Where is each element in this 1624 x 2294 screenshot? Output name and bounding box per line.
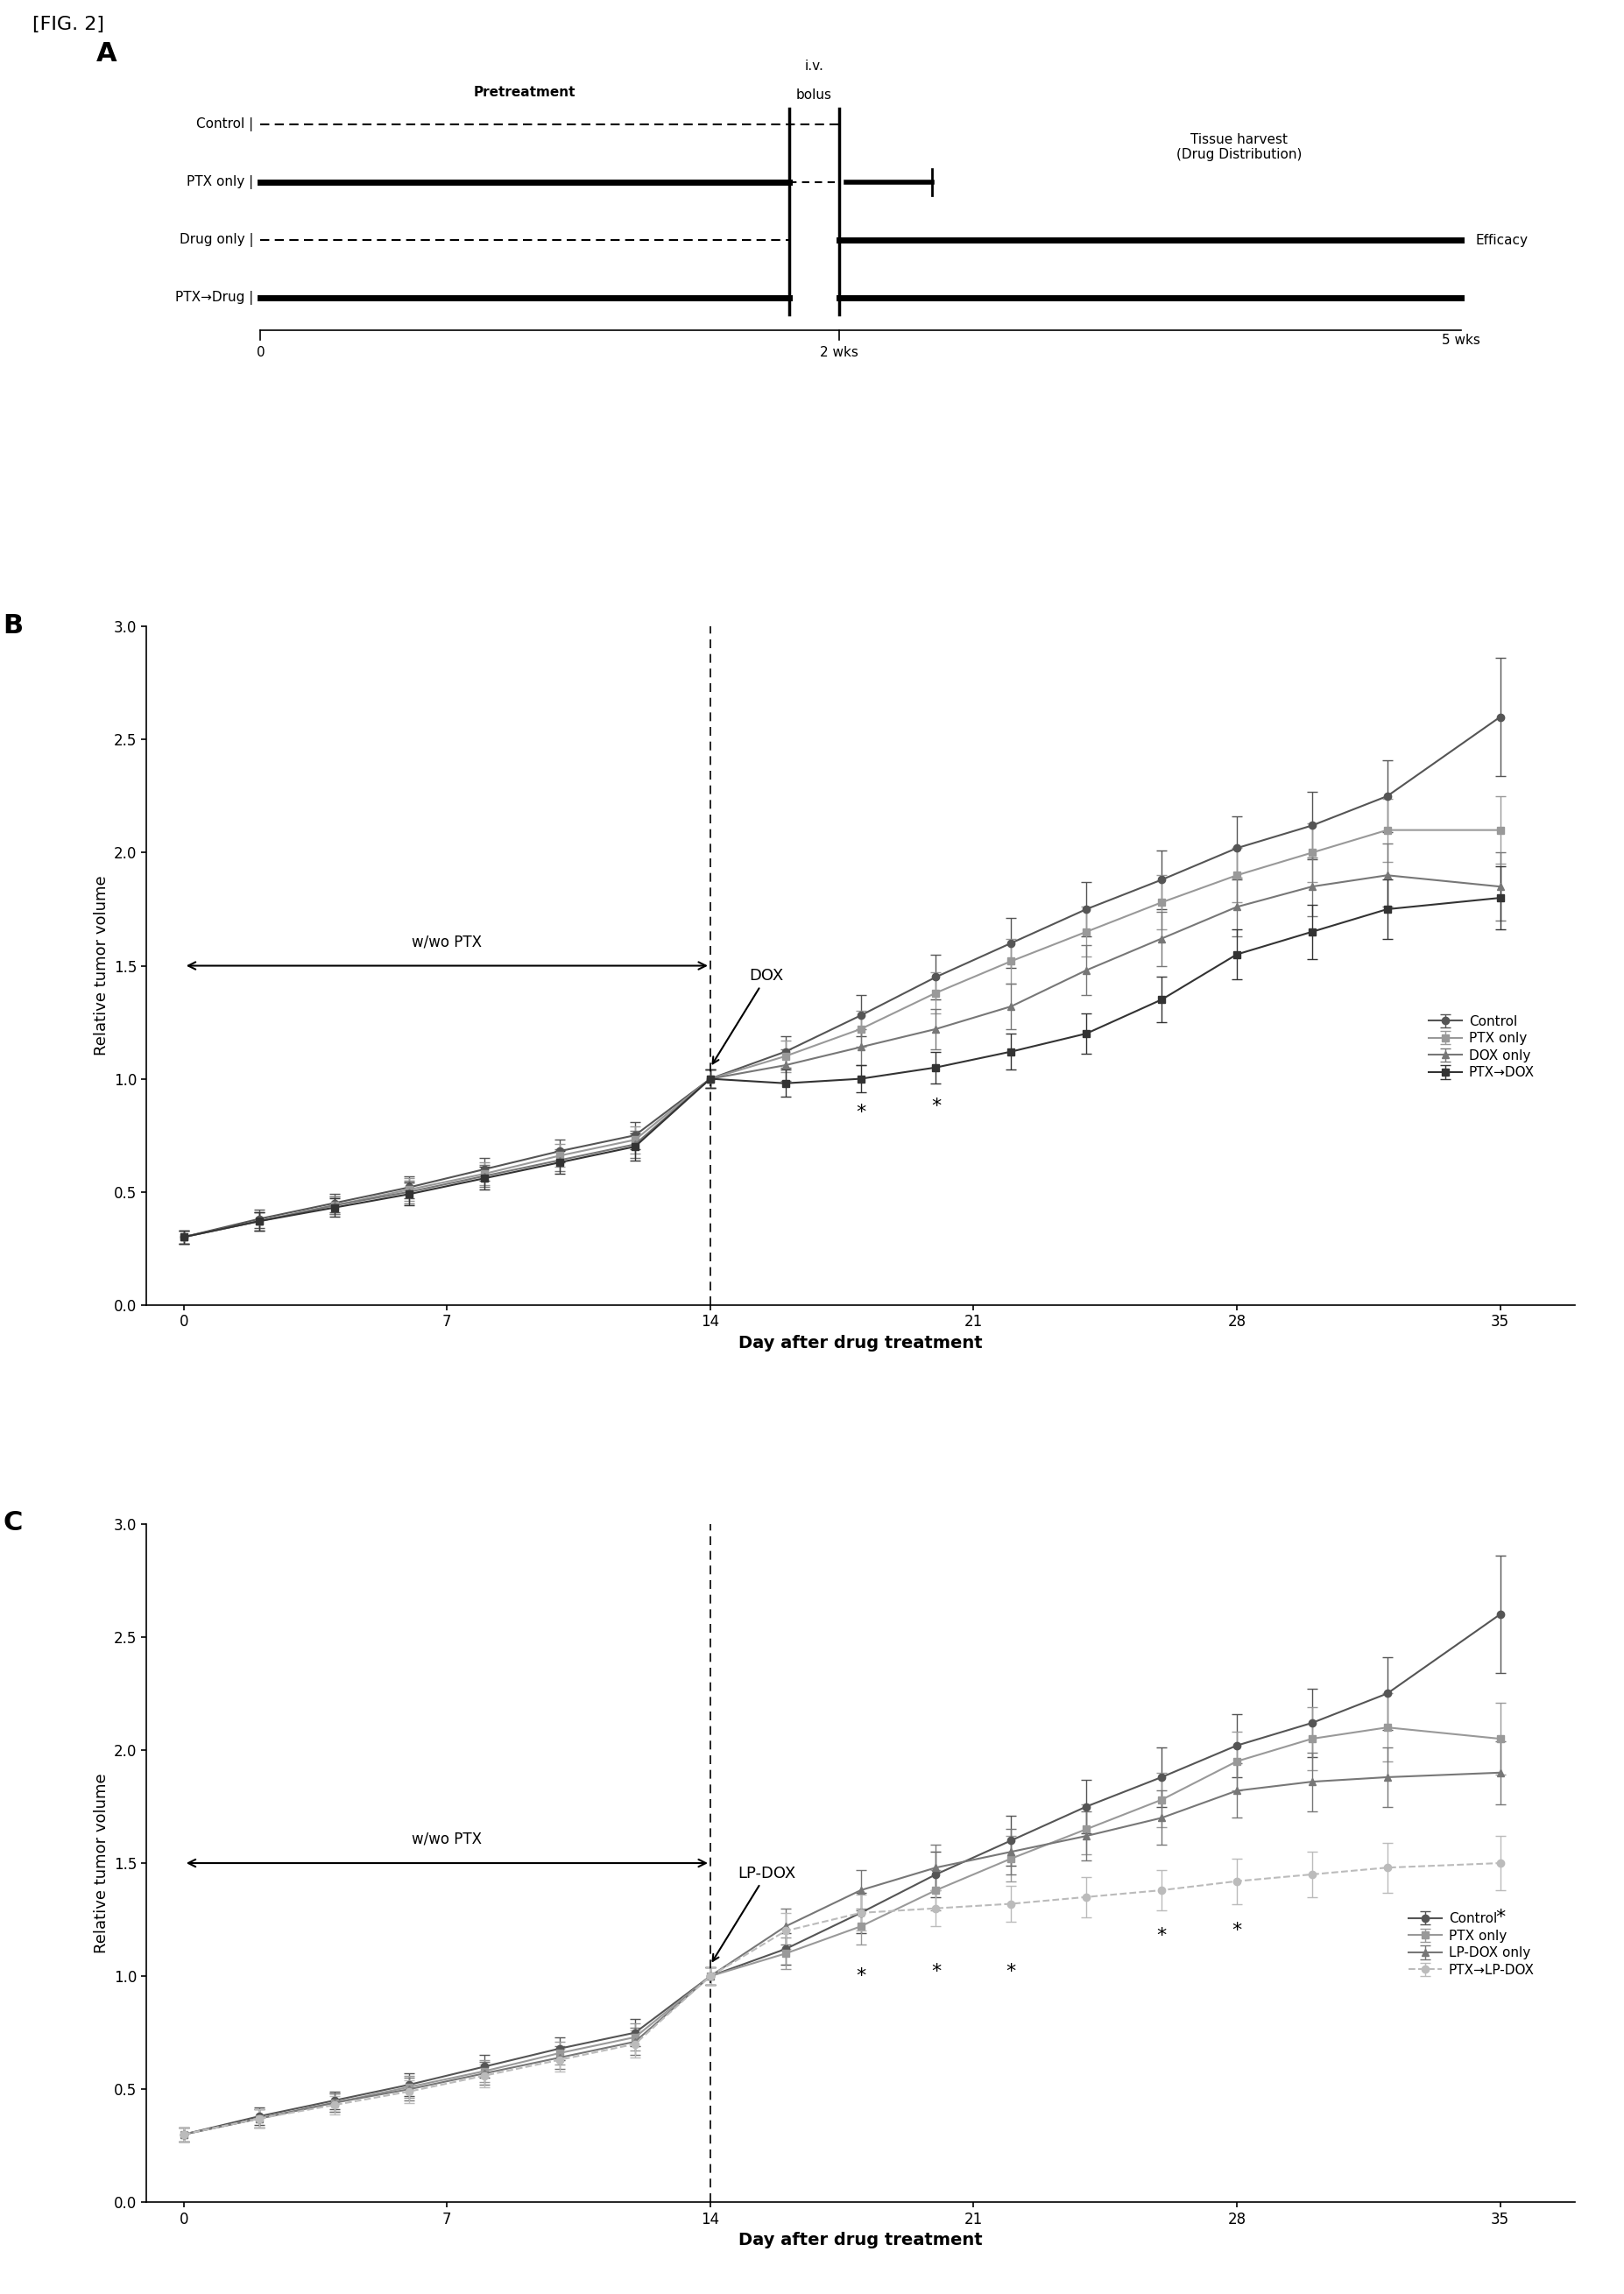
Text: A: A <box>96 41 117 67</box>
Text: *: * <box>931 1964 940 1980</box>
Text: Tissue harvest
(Drug Distribution): Tissue harvest (Drug Distribution) <box>1177 133 1302 161</box>
Text: 2 wks: 2 wks <box>820 346 859 360</box>
Text: 0: 0 <box>257 346 265 360</box>
Text: *: * <box>856 1968 866 1984</box>
X-axis label: Day after drug treatment: Day after drug treatment <box>739 2232 983 2248</box>
Text: Efficacy: Efficacy <box>1475 234 1528 248</box>
Text: 5 wks: 5 wks <box>1442 333 1479 346</box>
Text: [FIG. 2]: [FIG. 2] <box>32 16 104 34</box>
Text: Control |: Control | <box>197 117 253 131</box>
Text: PTX→Drug |: PTX→Drug | <box>175 291 253 305</box>
Legend: Control, PTX only, DOX only, PTX→DOX: Control, PTX only, DOX only, PTX→DOX <box>1423 1009 1540 1085</box>
Text: bolus: bolus <box>796 89 831 101</box>
Legend: Control, PTX only, LP-DOX only, PTX→LP-DOX: Control, PTX only, LP-DOX only, PTX→LP-D… <box>1403 1906 1540 1982</box>
Text: i.v.: i.v. <box>806 60 823 73</box>
X-axis label: Day after drug treatment: Day after drug treatment <box>739 1335 983 1351</box>
Text: w/wo PTX: w/wo PTX <box>412 934 482 950</box>
Text: *: * <box>931 1097 940 1115</box>
Text: DOX: DOX <box>713 968 784 1064</box>
Text: *: * <box>1156 1927 1166 1945</box>
Text: *: * <box>1496 1909 1505 1927</box>
Text: PTX only |: PTX only | <box>187 174 253 190</box>
Text: C: C <box>3 1509 23 1535</box>
Text: w/wo PTX: w/wo PTX <box>412 1831 482 1847</box>
Text: Pretreatment: Pretreatment <box>474 85 577 99</box>
Text: *: * <box>1007 1964 1017 1980</box>
Text: B: B <box>3 612 23 638</box>
Text: LP-DOX: LP-DOX <box>713 1865 796 1961</box>
Y-axis label: Relative tumor volume: Relative tumor volume <box>93 876 109 1055</box>
Text: *: * <box>856 1103 866 1122</box>
Y-axis label: Relative tumor volume: Relative tumor volume <box>93 1773 109 1952</box>
Text: *: * <box>1233 1922 1242 1941</box>
Text: Drug only |: Drug only | <box>179 234 253 248</box>
